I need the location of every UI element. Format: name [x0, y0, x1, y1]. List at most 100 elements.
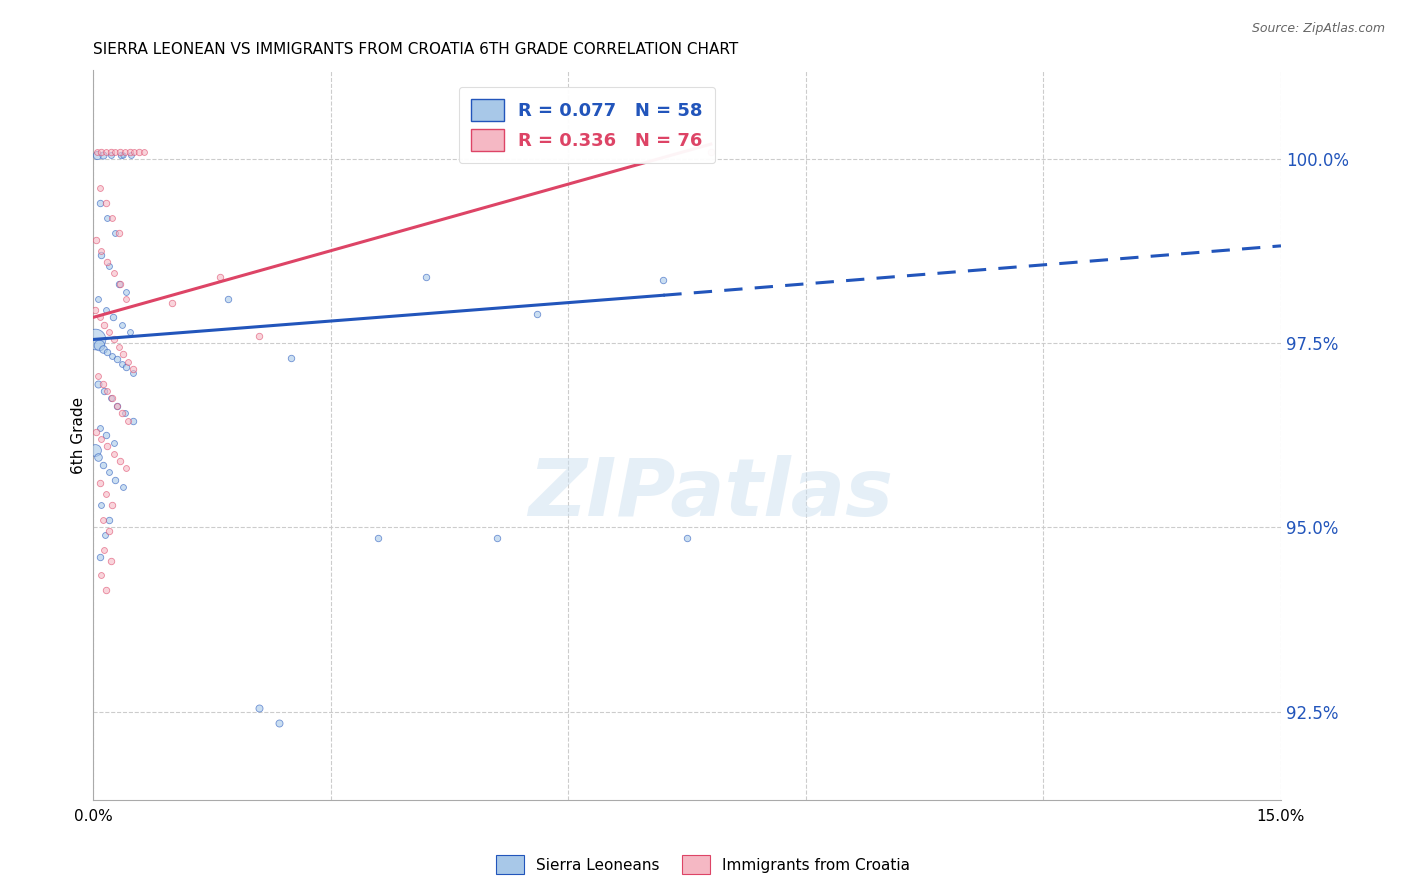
Point [120, 148, 142, 162]
Point [115, 359, 138, 374]
Point [89, 549, 111, 564]
Point [415, 269, 437, 284]
Point [114, 406, 136, 420]
Point [90, 498, 112, 512]
Point [100, 392, 122, 406]
Point [100, 148, 122, 162]
Point [118, 145, 141, 159]
Point [87, 376, 110, 391]
Point [94, 487, 117, 501]
Point [104, 473, 127, 487]
Point [89, 310, 111, 325]
Point [83, 443, 105, 458]
Point [98, 513, 121, 527]
Point [87, 292, 110, 306]
Point [94, 145, 117, 159]
Point [103, 435, 125, 450]
Point [108, 454, 131, 468]
Point [96, 211, 118, 225]
Text: ZIPatlas: ZIPatlas [529, 455, 893, 533]
Point [121, 362, 143, 376]
Point [700, 145, 723, 159]
Point [87, 450, 110, 465]
Point [162, 295, 184, 310]
Point [280, 351, 302, 365]
Point [114, 145, 136, 159]
Point [91, 376, 114, 391]
Point [90, 568, 112, 582]
Point [128, 145, 150, 159]
Point [93, 318, 115, 332]
Point [89, 181, 111, 195]
Point [115, 461, 138, 475]
Point [112, 480, 135, 494]
Y-axis label: 6th Grade: 6th Grade [72, 397, 86, 474]
Point [96, 255, 118, 269]
Point [91, 148, 114, 162]
Point [486, 532, 509, 546]
Point [104, 145, 127, 159]
Point [96, 384, 118, 398]
Point [98, 325, 121, 339]
Point [103, 447, 125, 461]
Point [132, 145, 155, 159]
Point [101, 350, 124, 364]
Point [118, 325, 141, 339]
Point [89, 196, 111, 211]
Point [107, 340, 129, 354]
Point [107, 277, 129, 292]
Point [111, 357, 134, 371]
Point [115, 292, 138, 306]
Point [93, 384, 115, 398]
Point [89, 476, 111, 491]
Point [90, 145, 112, 159]
Point [105, 399, 128, 413]
Point [111, 318, 134, 332]
Point [93, 542, 115, 557]
Point [98, 465, 121, 479]
Point [100, 145, 122, 159]
Text: SIERRA LEONEAN VS IMMIGRANTS FROM CROATIA 6TH GRADE CORRELATION CHART: SIERRA LEONEAN VS IMMIGRANTS FROM CROATI… [93, 42, 738, 57]
Point [217, 292, 239, 306]
Point [100, 553, 122, 567]
Point [101, 498, 124, 512]
Point [94, 428, 117, 442]
Point [96, 439, 118, 453]
Point [101, 310, 124, 325]
Point [367, 532, 389, 546]
Point [86, 425, 108, 439]
Point [249, 328, 271, 343]
Point [94, 528, 117, 542]
Point [94, 196, 117, 211]
Point [94, 583, 117, 598]
Point [103, 266, 125, 280]
Point [652, 273, 675, 287]
Point [108, 277, 131, 292]
Point [98, 259, 121, 273]
Point [91, 458, 114, 472]
Point [105, 352, 128, 367]
Point [526, 307, 548, 321]
Point [208, 269, 231, 284]
Point [90, 432, 112, 446]
Point [117, 354, 139, 368]
Point [105, 399, 128, 413]
Point [87, 337, 110, 351]
Point [104, 226, 127, 240]
Point [96, 345, 118, 359]
Point [101, 392, 124, 406]
Point [89, 421, 111, 435]
Point [103, 333, 125, 347]
Text: Source: ZipAtlas.com: Source: ZipAtlas.com [1251, 22, 1385, 36]
Text: 15.0%: 15.0% [1257, 809, 1305, 824]
Point [90, 244, 112, 258]
Point [121, 413, 143, 427]
Point [86, 148, 108, 162]
Point [93, 342, 115, 356]
Point [269, 715, 291, 730]
Point [110, 148, 132, 162]
Legend: R = 0.077   N = 58, R = 0.336   N = 76: R = 0.077 N = 58, R = 0.336 N = 76 [458, 87, 716, 163]
Point [83, 333, 105, 347]
Point [111, 406, 134, 420]
Point [83, 303, 105, 318]
